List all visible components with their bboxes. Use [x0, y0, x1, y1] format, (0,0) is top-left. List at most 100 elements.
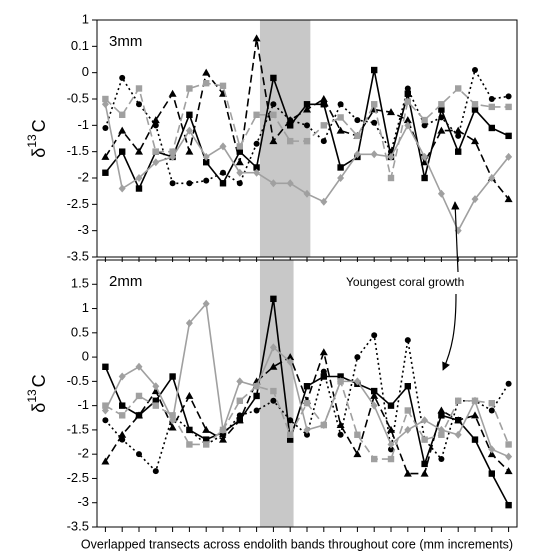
marker [135, 147, 143, 155]
marker [320, 122, 327, 129]
marker [286, 179, 294, 188]
marker [304, 122, 310, 129]
marker [135, 362, 143, 371]
series-line [104, 378, 510, 460]
marker [421, 416, 429, 425]
marker [220, 169, 226, 176]
marker [421, 152, 429, 161]
marker [235, 416, 244, 424]
marker [135, 174, 143, 182]
marker [203, 177, 210, 184]
marker [353, 450, 362, 458]
marker [437, 126, 446, 134]
marker [136, 101, 142, 108]
marker [236, 377, 244, 386]
marker [404, 383, 411, 390]
marker [320, 373, 327, 380]
marker [354, 431, 361, 438]
marker [454, 126, 463, 134]
marker [471, 396, 479, 405]
marker [286, 357, 294, 366]
marker [151, 116, 160, 124]
marker [186, 111, 193, 118]
marker [404, 85, 411, 92]
marker [303, 400, 311, 407]
y-tick-label: -2.5 [67, 196, 89, 211]
marker [337, 174, 345, 182]
marker [438, 456, 445, 463]
marker [505, 452, 513, 461]
marker [219, 180, 227, 187]
y-label-base: δ [29, 403, 49, 413]
marker [505, 93, 512, 100]
marker [371, 332, 378, 339]
marker [236, 412, 243, 419]
marker [387, 440, 395, 449]
y-tick-label: -1.5 [67, 143, 89, 158]
marker [136, 451, 142, 458]
marker [336, 126, 345, 134]
marker [404, 337, 411, 344]
marker [269, 362, 278, 370]
marker [505, 152, 513, 161]
marker [185, 147, 194, 155]
panel-label: 2mm [109, 273, 142, 290]
marker [202, 152, 210, 161]
marker [319, 348, 328, 356]
marker [353, 377, 361, 386]
marker [404, 425, 412, 434]
shaded-band [259, 260, 294, 527]
y-axis-label: δ13 C [25, 119, 49, 157]
marker [421, 174, 428, 182]
marker [101, 100, 109, 109]
marker [504, 195, 513, 203]
marker [370, 150, 378, 159]
marker [253, 392, 260, 400]
marker [135, 392, 143, 400]
marker [287, 137, 294, 145]
marker [387, 174, 395, 182]
marker [438, 101, 445, 108]
marker [388, 446, 394, 453]
marker [421, 436, 428, 443]
marker [370, 401, 378, 410]
marker [169, 152, 177, 161]
marker [488, 96, 495, 102]
marker [253, 168, 261, 177]
marker [337, 377, 345, 386]
marker [169, 373, 176, 380]
marker [119, 402, 126, 409]
marker [236, 143, 243, 150]
marker [253, 407, 260, 414]
marker [471, 106, 479, 113]
marker [471, 101, 479, 108]
marker [186, 441, 193, 448]
marker [403, 469, 412, 477]
marker [320, 138, 327, 145]
marker [119, 74, 126, 81]
marker [270, 111, 277, 118]
marker [488, 174, 496, 182]
marker [337, 164, 344, 171]
marker [471, 195, 479, 204]
marker [119, 436, 126, 443]
series-line [104, 349, 510, 475]
marker [420, 158, 429, 166]
marker [488, 407, 495, 414]
marker [387, 402, 395, 409]
y-tick-label: -0.5 [67, 90, 89, 105]
marker [454, 416, 463, 424]
marker [169, 412, 176, 419]
y-tick-label: -2 [77, 169, 89, 184]
marker [437, 189, 445, 198]
marker [455, 85, 462, 92]
marker [387, 455, 395, 463]
marker [488, 445, 496, 454]
marker [421, 122, 428, 129]
marker [505, 380, 512, 387]
y-tick-label: -1.5 [67, 421, 89, 436]
y-tick-label: 0 [82, 349, 89, 364]
marker [303, 101, 311, 108]
marker [101, 457, 110, 465]
marker [185, 319, 193, 328]
